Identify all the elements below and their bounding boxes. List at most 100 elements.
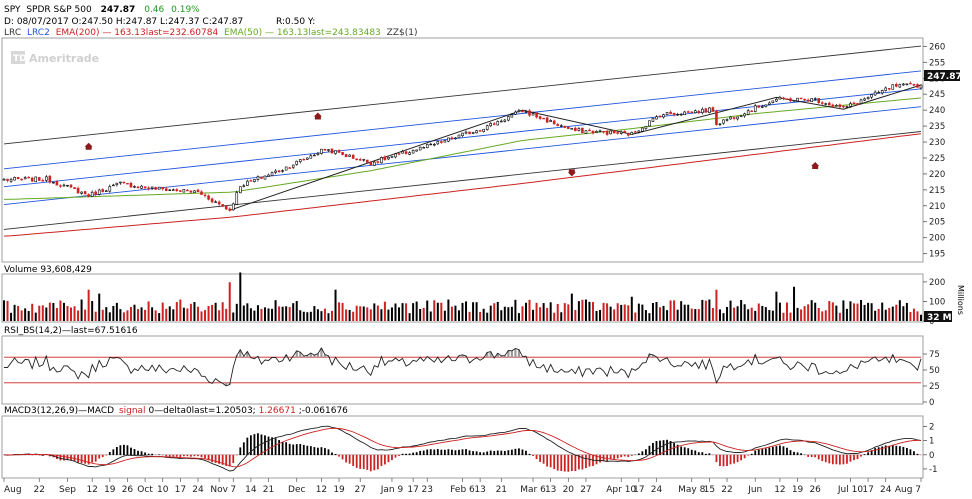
rsi-tick-label: 50 [929,366,940,376]
volume-bar [744,304,746,321]
macd-histogram-bar [402,454,404,455]
macd-histogram-bar [744,455,746,458]
volume-bar [211,305,213,321]
volume-bar [906,303,908,321]
svg-text:TD: TD [13,54,27,64]
volume-bar [52,303,54,321]
macd-histogram-bar [638,453,640,455]
candle [197,190,199,192]
indicator-legend: LRC LRC2 EMA(200) — 163.13last=232.60784… [4,28,417,38]
volume-bar [137,309,139,321]
macd-histogram-bar [328,449,330,455]
candle [839,105,841,107]
macd-histogram-bar [708,453,710,455]
candle [327,150,329,151]
candle [211,199,213,202]
candle [920,85,922,88]
candle [525,111,527,112]
candle [419,147,421,150]
candle [387,157,389,159]
volume-bar [260,309,262,321]
candle [652,118,654,121]
candle [102,189,104,191]
volume-bar [426,301,428,321]
volume-bar [878,309,880,321]
volume-bar [257,305,259,321]
volume-bar [327,313,329,321]
macd-histogram-bar [264,435,266,455]
volume-bar [536,303,538,321]
volume-bar [373,303,375,321]
macd-histogram-bar [507,450,509,455]
candle [465,132,467,133]
date-tick-label: 22 [34,485,45,495]
volume-bar [380,309,382,321]
volume-bar [747,309,749,321]
macd-histogram-bar [832,455,834,464]
candle [359,159,361,160]
macd-histogram-bar [373,455,375,470]
candle [874,92,876,95]
volume-bar [292,303,294,321]
macd-histogram-bar [313,447,315,455]
macd-histogram-bar [109,452,111,455]
macd-histogram-bar [289,444,291,455]
macd-tick-label: 0 [929,451,934,461]
macd-histogram-bar [522,450,524,456]
price-tick-label: 210 [929,202,945,212]
candle [620,132,622,134]
volume-bar [250,308,252,321]
macd-histogram-bar [275,438,277,455]
candle [691,112,693,113]
macd-histogram-bar [437,449,439,455]
volume-bar [299,310,301,321]
candle [398,154,400,155]
macd-histogram-bar [388,455,390,462]
macd-histogram-bar [740,455,742,461]
candle [451,138,453,139]
volume-bar [225,309,227,321]
volume-bar [105,307,107,321]
volume-bar [144,310,146,321]
volume-bar [666,310,668,321]
candle [433,144,435,145]
macd-histogram-bar [906,448,908,455]
macd-histogram-bar [571,455,573,471]
candle [585,131,587,134]
candle [694,111,696,113]
macd-histogram-bar [377,455,379,469]
volume-bar [239,272,241,321]
candle [236,192,238,204]
candle [3,179,5,180]
volume-bar [391,307,393,321]
date-tick-label: 17 [407,485,418,495]
date-tick-label: Jun [747,485,762,495]
volume-bar [472,302,474,321]
volume-bar [631,297,633,321]
candle [49,176,51,182]
volume-bar [479,312,481,321]
price-tick-label: 200 [929,234,945,244]
macd-histogram-bar [105,455,107,456]
macd-histogram-bar [705,454,707,455]
volume-bar [204,310,206,321]
volume-bar [814,303,816,321]
macd-histogram-bar [857,455,859,459]
volume-bar [849,301,851,321]
volume-bar [123,312,125,321]
volume-bar [596,311,598,321]
candle [592,131,594,133]
macd-histogram-bar [666,440,668,455]
macd-histogram-bar [176,455,178,457]
candle [349,155,351,156]
macd-histogram-bar [158,454,160,455]
volume-bar [215,303,217,321]
macd-histogram-bar [515,449,517,455]
macd-histogram-bar [426,450,428,456]
macd-histogram-bar [324,448,326,455]
macd-histogram-bar [282,442,284,455]
macd-histogram-bar [338,455,340,457]
candle [165,189,167,191]
candle [268,175,270,177]
volume-bar [253,311,255,321]
